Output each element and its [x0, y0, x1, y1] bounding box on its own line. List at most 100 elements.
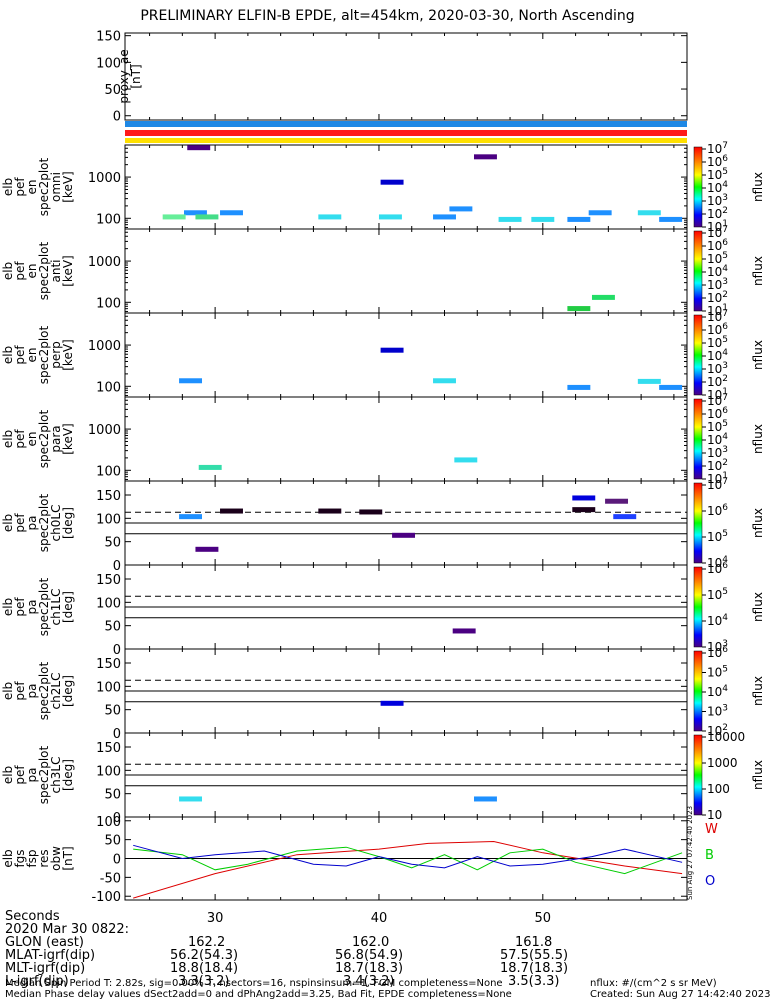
footer-row-value: 3.5(3.3): [508, 974, 560, 989]
y-axis-label: pef: [13, 513, 27, 533]
y-tick-label: 1000: [88, 423, 121, 438]
colorbar-tick-label: 102: [707, 206, 728, 221]
y-axis-label: pef: [13, 765, 27, 785]
footer-row-value: 161.8: [515, 935, 553, 950]
colorbar-tick-label: 101: [707, 219, 728, 234]
x-tick-label: 40: [371, 911, 388, 926]
heatmap-cell: [195, 546, 219, 552]
colorbar-tick-label: 106: [707, 503, 728, 518]
heatmap-cell: [659, 384, 683, 390]
heatmap-cell: [473, 154, 497, 160]
heatmap-cell: [637, 210, 661, 216]
y-axis-label: en: [25, 432, 39, 447]
colorbar-tick-label: 105: [707, 167, 728, 182]
y-axis-label: ch3LC: [49, 757, 63, 794]
heatmap-cell: [452, 628, 476, 634]
heatmap-cell: [380, 347, 404, 353]
y-axis-label: en: [25, 180, 39, 195]
y-axis-label: pef: [13, 261, 27, 281]
colorbar: [693, 482, 703, 564]
heatmap-cell: [588, 210, 612, 216]
footer-row-label: GLON (east): [5, 935, 84, 950]
heatmap-cell: [220, 210, 243, 216]
y-axis-label: obw: [49, 846, 63, 871]
colorbar-label: nflux: [751, 340, 765, 370]
y-axis-label: fgs: [13, 849, 27, 867]
heatmap-cell: [187, 145, 211, 151]
colorbar-tick-label: 105: [707, 529, 728, 544]
y-tick-label: 100: [96, 815, 121, 830]
colorbar-tick-label: 103: [707, 704, 728, 719]
colorbar-tick-label: 10000: [707, 730, 745, 744]
heatmap-cell: [179, 796, 203, 802]
colorbar-tick-label: 10: [707, 808, 722, 822]
y-axis-label: spec2plot: [37, 409, 51, 468]
fgs-series-line: [133, 844, 683, 869]
panel-frame-anti: [124, 228, 688, 314]
heatmap-cell: [531, 216, 555, 222]
heatmap-cell: [359, 509, 383, 515]
y-tick-label: 0: [113, 110, 121, 125]
y-axis-label: pef: [13, 681, 27, 701]
colorbar-tick-label: 102: [707, 458, 728, 473]
footer-row-value: 18.7(18.3): [500, 961, 569, 976]
heatmap-cell: [433, 214, 456, 220]
y-tick-label: 50: [104, 536, 121, 551]
colorbar: [693, 566, 703, 648]
colorbar-tick-label: 105: [707, 419, 728, 434]
y-tick-label: 0: [113, 643, 121, 658]
colorbar-tick-label: 107: [707, 477, 728, 492]
y-axis-label: [deg]: [61, 507, 75, 539]
colorbar-tick-label: 107: [707, 393, 728, 408]
fgs-series-line: [133, 840, 683, 899]
y-axis-label: [keV]: [61, 255, 75, 286]
heatmap-cell: [392, 532, 416, 538]
y-axis-label: spec2plot: [37, 241, 51, 300]
y-tick-label: 100: [96, 764, 121, 779]
y-tick-label: 50: [104, 834, 121, 849]
phase-note: Median Phase delay values dSect2add=0 an…: [5, 989, 512, 1000]
created-note: Created: Sun Aug 27 14:42:40 2023: [590, 989, 771, 1000]
y-axis-label: elb: [1, 849, 15, 867]
y-axis-label: [deg]: [61, 759, 75, 791]
heatmap-cell: [179, 378, 203, 384]
y-tick-label: 100: [96, 680, 121, 695]
colorbar-tick-label: 104: [707, 264, 728, 279]
y-axis-label: elb: [1, 598, 15, 616]
colorbar-tick-label: 107: [707, 141, 728, 156]
heatmap-cell: [567, 306, 591, 312]
y-axis-label: perp: [49, 341, 63, 369]
y-axis-label: res: [37, 849, 51, 867]
fgs-legend-label: W: [705, 822, 718, 837]
y-axis-label: spec2plot: [37, 325, 51, 384]
colorbar: [693, 314, 703, 396]
y-axis-label: en: [25, 264, 39, 279]
heatmap-cell: [473, 796, 497, 802]
y-axis-label: elb: [1, 514, 15, 532]
heatmap-cell: [378, 214, 402, 220]
colorbar: [693, 146, 703, 228]
y-axis-label: elb: [1, 262, 15, 280]
colorbar-tick-label: 105: [707, 251, 728, 266]
colorbar-tick-label: 104: [707, 613, 728, 628]
y-axis-label: elb: [1, 682, 15, 700]
status-bar-yellow: [125, 138, 687, 143]
y-axis-label: elb: [1, 178, 15, 196]
panel-frame-perp: [124, 312, 688, 398]
colorbar-label: nflux: [751, 760, 765, 790]
y-tick-label: 150: [96, 657, 121, 672]
colorbar-tick-label: 101: [707, 303, 728, 318]
side-stamp: Sun Aug 27 07:42:40 2023: [686, 806, 694, 900]
y-tick-label: 0: [113, 559, 121, 574]
y-axis-label: fsp: [25, 849, 39, 867]
fgs-series-line: [133, 846, 683, 875]
status-bar-blue: [125, 121, 687, 127]
heatmap-cell: [162, 214, 186, 220]
y-tick-label: 100: [96, 596, 121, 611]
y-tick-label: 0: [113, 853, 121, 868]
y-axis-label: pa: [25, 516, 39, 531]
colorbar-tick-label: 104: [707, 555, 728, 570]
colorbar-tick-label: 105: [707, 665, 728, 680]
y-tick-label: 1000: [88, 255, 121, 270]
